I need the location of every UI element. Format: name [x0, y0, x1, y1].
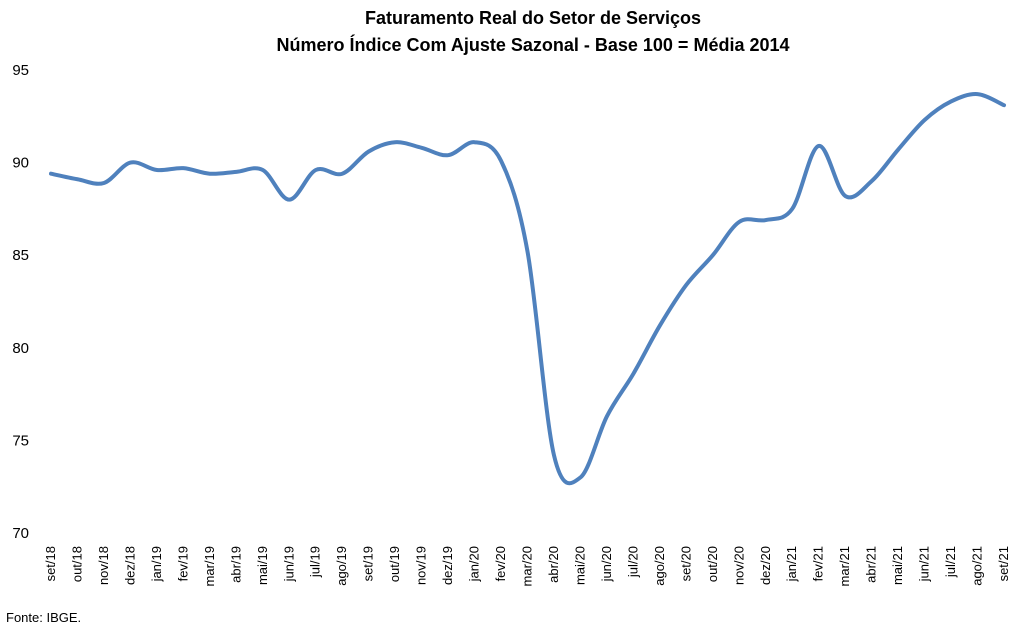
- x-tick-label: abr/20: [546, 546, 561, 583]
- x-tick-label: jan/20: [467, 546, 482, 582]
- x-tick-label: set/18: [43, 546, 58, 581]
- plot-series: [49, 92, 1007, 486]
- x-tick-label: dez/18: [122, 546, 137, 585]
- data-point: [843, 193, 848, 198]
- data-point: [181, 166, 186, 171]
- x-tick-label: jul/21: [943, 546, 958, 578]
- x-tick-label: mar/21: [837, 546, 852, 586]
- data-point: [340, 171, 345, 176]
- x-tick-label: mai/20: [572, 546, 587, 585]
- x-tick-label: fev/19: [175, 546, 190, 581]
- data-point: [287, 197, 292, 202]
- x-tick-label: jun/19: [281, 546, 296, 582]
- x-tick-label: jan/21: [784, 546, 799, 582]
- data-point: [896, 147, 901, 152]
- data-point: [578, 475, 583, 480]
- x-tick-label: out/18: [69, 546, 84, 582]
- x-tick-label: set/20: [678, 546, 693, 581]
- data-point: [604, 414, 609, 419]
- data-point: [419, 145, 424, 150]
- y-tick-label: 85: [12, 247, 29, 264]
- x-tick-label: mai/21: [890, 546, 905, 585]
- data-point: [816, 143, 821, 148]
- data-point: [393, 140, 398, 145]
- data-point: [499, 158, 504, 163]
- data-point: [551, 453, 556, 458]
- data-point: [234, 169, 239, 174]
- x-tick-label: set/19: [361, 546, 376, 581]
- x-tick-label: nov/19: [414, 546, 429, 585]
- data-point: [949, 99, 954, 104]
- x-tick-label: mai/19: [255, 546, 270, 585]
- data-point: [366, 149, 371, 154]
- x-tick-label: mar/19: [202, 546, 217, 586]
- x-tick-label: nov/18: [96, 546, 111, 585]
- x-tick-label: jan/19: [149, 546, 164, 582]
- data-point: [790, 206, 795, 211]
- data-point: [869, 179, 874, 184]
- data-point: [101, 180, 106, 185]
- data-point: [313, 168, 318, 173]
- x-tick-label: abr/19: [228, 546, 243, 583]
- x-tick-label: fev/20: [493, 546, 508, 581]
- x-tick-label: ago/21: [970, 546, 985, 586]
- data-point: [975, 92, 980, 97]
- x-tick-label: fev/21: [811, 546, 826, 581]
- data-point: [710, 253, 715, 258]
- x-tick-label: set/21: [996, 546, 1011, 581]
- data-point: [737, 219, 742, 224]
- y-tick-label: 70: [12, 525, 29, 542]
- x-tick-label: nov/20: [731, 546, 746, 585]
- x-axis: set/18 out/18 nov/18 dez/18 jan/19 fev/19 mar/…: [43, 546, 1011, 586]
- x-tick-label: out/20: [705, 546, 720, 582]
- x-tick-label: mar/20: [520, 546, 535, 586]
- data-point: [525, 249, 530, 254]
- data-point: [1002, 103, 1007, 108]
- y-tick-label: 95: [12, 62, 29, 79]
- series-line: [49, 92, 1006, 486]
- x-tick-label: ago/19: [334, 546, 349, 586]
- x-tick-label: dez/20: [758, 546, 773, 585]
- y-tick-label: 90: [12, 155, 29, 172]
- data-point: [657, 323, 662, 328]
- y-axis: 70 75 80 85 90 95: [12, 62, 29, 542]
- chart-subtitle: Número Índice Com Ajuste Sazonal - Base …: [276, 34, 789, 55]
- data-point: [128, 160, 133, 165]
- x-tick-label: ago/20: [652, 546, 667, 586]
- data-point: [75, 177, 80, 182]
- y-tick-label: 75: [12, 432, 29, 449]
- data-point: [154, 168, 159, 173]
- data-point: [49, 171, 54, 176]
- x-tick-label: jul/19: [308, 546, 323, 578]
- x-tick-label: abr/21: [864, 546, 879, 583]
- data-point: [684, 282, 689, 287]
- data-point: [922, 118, 927, 123]
- data-point: [472, 140, 477, 145]
- x-tick-label: jul/20: [625, 546, 640, 578]
- data-point: [260, 168, 265, 173]
- x-tick-label: jun/20: [599, 546, 614, 582]
- x-tick-label: dez/19: [440, 546, 455, 585]
- data-point: [631, 371, 636, 376]
- data-point: [207, 171, 212, 176]
- x-tick-label: out/19: [387, 546, 402, 582]
- y-tick-label: 80: [12, 340, 29, 357]
- source-note: Fonte: IBGE.: [6, 610, 82, 625]
- x-tick-label: jun/21: [917, 546, 932, 582]
- data-point: [763, 218, 768, 223]
- data-point: [446, 153, 451, 158]
- chart-title: Faturamento Real do Setor de Serviços: [365, 8, 701, 28]
